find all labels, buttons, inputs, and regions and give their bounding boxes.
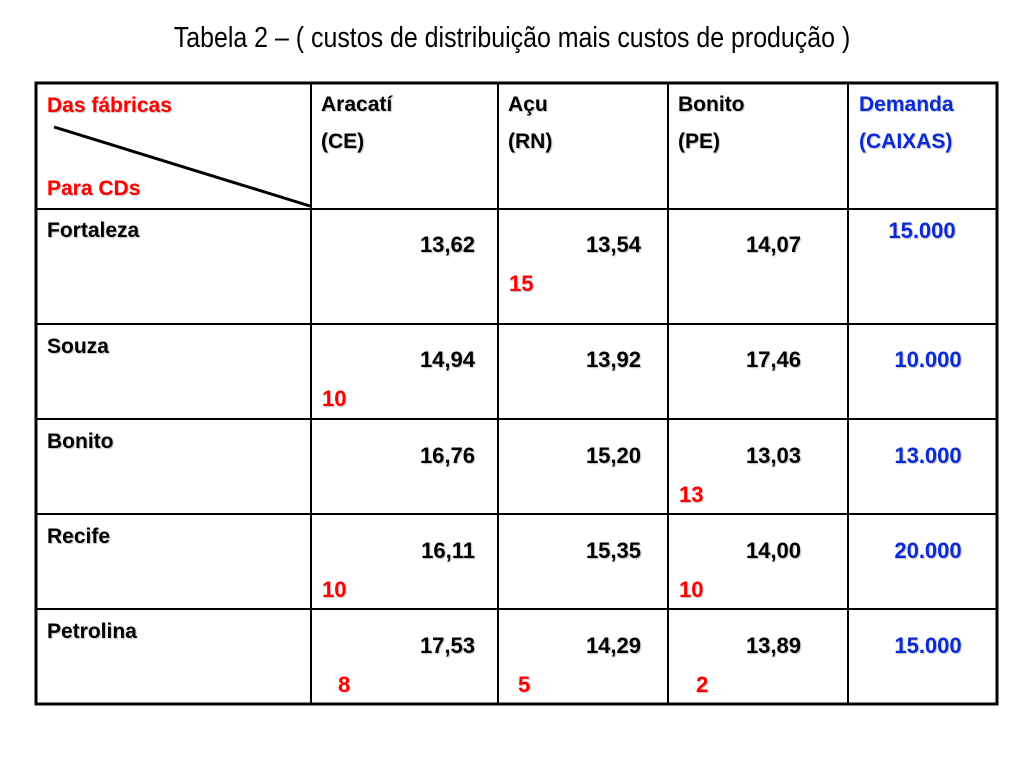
demand-cell: 10.000 [894,347,962,372]
corner-to-label: Para CDs [47,177,141,200]
demand-cell: 20.000 [894,538,962,563]
cost-cell: 13,03 [745,443,801,468]
allocation-cell: 10 [322,386,347,411]
column-header-state: (RN) [508,130,553,153]
cost-cell: 15,35 [585,538,641,563]
row-name-fortaleza: Fortaleza [47,219,140,242]
cost-cell: 14,94 [419,347,475,372]
row-name-souza: Souza [47,335,109,358]
demand-cell: 15.000 [888,218,956,243]
page-title: Tabela 2 – ( custos de distribuição mais… [173,22,851,54]
column-header-demand: Demanda [859,93,954,116]
row-name-petrolina: Petrolina [47,620,137,643]
allocation-cell: 10 [322,577,347,602]
cost-cell: 17,46 [745,347,801,372]
corner-diagonal [53,125,311,208]
row-name-recife: Recife [47,525,111,548]
column-header-state: (CE) [321,130,365,153]
allocation-cell: 5 [518,672,531,697]
allocation-cell: 8 [338,672,351,697]
cost-cell: 14,29 [585,633,641,658]
demand-cell: 13.000 [894,443,962,468]
column-header-demand-unit: (CAIXAS) [859,130,953,153]
cost-cell: 16,76 [419,443,475,468]
cost-cell: 15,20 [585,443,641,468]
allocation-cell: 2 [696,672,709,697]
corner-from-label: Das fábricas [47,94,172,117]
row-name-bonito: Bonito [47,430,114,453]
cost-cell: 14,07 [745,232,801,257]
cost-cell: 17,53 [419,633,475,658]
column-header-name: Aracatí [321,93,393,116]
allocation-cell: 10 [679,577,704,602]
column-header-name: Açu [508,93,548,116]
cost-cell: 14,00 [745,538,801,563]
cost-cell: 16,11 [421,538,475,563]
demand-cell: 15.000 [894,633,962,658]
cost-cell: 13,54 [585,232,641,257]
allocation-cell: 13 [679,482,704,507]
allocation-cell: 15 [509,271,534,296]
column-header-name: Bonito [678,93,745,116]
table-border [34,81,999,706]
cost-cell: 13,92 [585,347,641,372]
column-header-state: (PE) [678,130,720,153]
cost-cell: 13,89 [745,633,801,658]
cost-cell: 13,62 [419,232,475,257]
